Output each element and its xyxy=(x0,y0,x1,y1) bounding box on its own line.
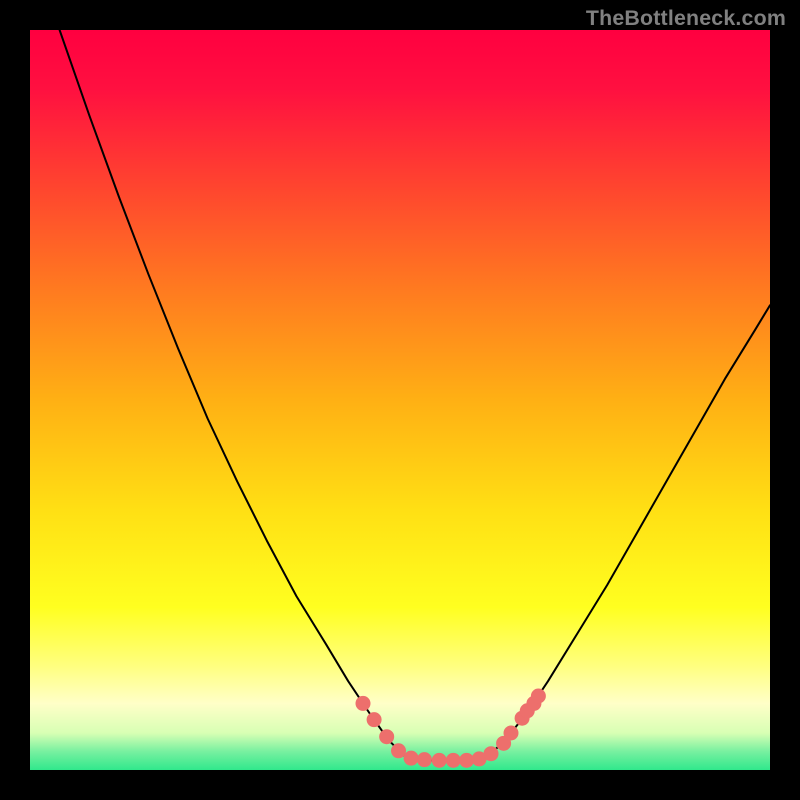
bottleneck-marker xyxy=(446,753,461,768)
bottleneck-marker xyxy=(404,751,419,766)
bottleneck-marker xyxy=(432,753,447,768)
bottleneck-marker xyxy=(379,729,394,744)
bottleneck-marker xyxy=(484,746,499,761)
bottleneck-marker xyxy=(417,752,432,767)
bottleneck-marker xyxy=(367,712,382,727)
watermark-text: TheBottleneck.com xyxy=(586,6,786,31)
bottleneck-marker xyxy=(504,726,519,741)
plot-area xyxy=(30,30,770,770)
bottleneck-marker xyxy=(391,743,406,758)
gradient-background xyxy=(30,30,770,770)
bottleneck-marker xyxy=(531,689,546,704)
chart-svg xyxy=(30,30,770,770)
bottleneck-marker xyxy=(356,696,371,711)
outer-frame: TheBottleneck.com xyxy=(0,0,800,800)
